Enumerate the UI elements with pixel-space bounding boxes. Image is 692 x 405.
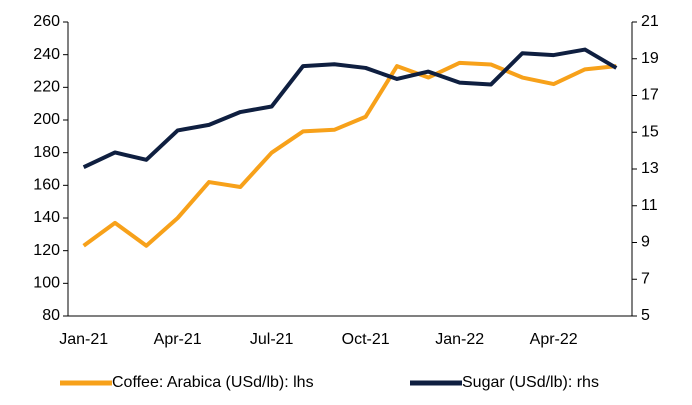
y2-tick-label: 9 bbox=[641, 234, 650, 251]
legend-label: Sugar (USd/lb): rhs bbox=[462, 374, 599, 391]
y2-tick-label: 7 bbox=[641, 270, 650, 287]
y-tick-label: 160 bbox=[33, 177, 60, 194]
y-tick-label: 240 bbox=[33, 46, 60, 63]
y2-tick-label: 5 bbox=[641, 307, 650, 324]
x-tick-label: Apr-21 bbox=[154, 331, 202, 348]
y-tick-label: 200 bbox=[33, 111, 60, 128]
x-tick-label: Oct-21 bbox=[342, 331, 390, 348]
legend-label: Coffee: Arabica (USd/lb): lhs bbox=[112, 374, 314, 391]
y2-tick-label: 15 bbox=[641, 123, 659, 140]
x-tick-label: Jul-21 bbox=[250, 331, 294, 348]
y2-tick-label: 17 bbox=[641, 87, 659, 104]
y-tick-label: 260 bbox=[33, 13, 60, 30]
y-tick-label: 80 bbox=[42, 307, 60, 324]
y-tick-label: 180 bbox=[33, 144, 60, 161]
x-tick-label: Jan-22 bbox=[435, 331, 484, 348]
y2-tick-label: 19 bbox=[641, 50, 659, 67]
y-tick-label: 220 bbox=[33, 79, 60, 96]
x-tick-label: Jan-21 bbox=[59, 331, 108, 348]
y2-tick-label: 21 bbox=[641, 13, 659, 30]
series-line bbox=[82, 60, 617, 248]
y-tick-label: 100 bbox=[33, 275, 60, 292]
y2-tick-label: 13 bbox=[641, 160, 659, 177]
x-tick-label: Apr-22 bbox=[530, 331, 578, 348]
y-tick-label: 120 bbox=[33, 242, 60, 259]
y-tick-label: 140 bbox=[33, 209, 60, 226]
y2-tick-label: 11 bbox=[641, 197, 658, 214]
series-line bbox=[82, 47, 618, 169]
